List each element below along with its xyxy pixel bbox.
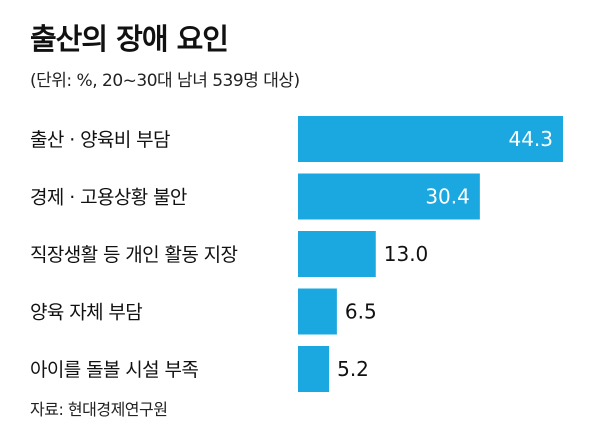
bar bbox=[298, 231, 376, 277]
chart-subtitle: (단위: %, 20~30대 남녀 539명 대상) bbox=[30, 71, 300, 91]
source-note: 자료: 현대경제연구원 bbox=[30, 400, 168, 419]
bar bbox=[298, 116, 563, 162]
value-label: 5.2 bbox=[337, 357, 369, 381]
category-label: 출산 · 양육비 부담 bbox=[30, 129, 170, 151]
category-label: 직장생활 등 개인 활동 지장 bbox=[30, 244, 238, 266]
category-label: 아이를 돌볼 시설 부족 bbox=[30, 359, 198, 381]
category-label: 양육 자체 부담 bbox=[30, 302, 142, 324]
bar bbox=[298, 346, 330, 392]
category-label: 경제 · 고용상황 불안 bbox=[30, 187, 187, 209]
chart-title: 출산의 장애 요인 bbox=[30, 22, 229, 56]
bar bbox=[298, 288, 337, 335]
value-label: 44.3 bbox=[508, 127, 553, 151]
value-label: 13.0 bbox=[384, 242, 429, 266]
value-label: 6.5 bbox=[345, 300, 377, 324]
value-label: 30.4 bbox=[425, 185, 470, 209]
bar bbox=[298, 173, 480, 220]
